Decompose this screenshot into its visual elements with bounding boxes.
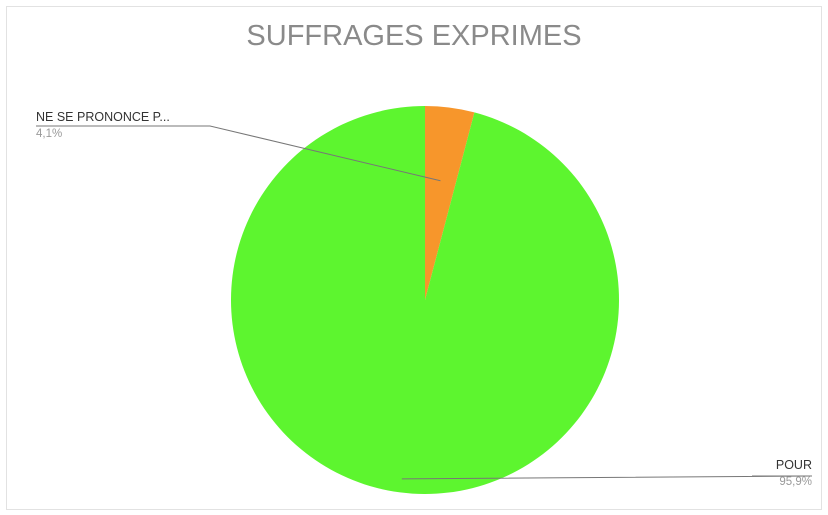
leader-line-pour [401, 475, 813, 480]
slice-percent-ne-se-prononce: 4,1% [36, 128, 62, 140]
pie-slices [230, 106, 620, 494]
slice-label-pour: POUR [776, 458, 812, 472]
slice-label-ne-se-prononce: NE SE PRONONCE P... [36, 110, 170, 124]
pie-slice-ne-se-prononce [425, 106, 475, 300]
leader-line-ne-se-prononce [36, 125, 441, 182]
pie-labels: NE SE PRONONCE P... 4,1% POUR 95,9% [36, 110, 813, 488]
chart-title: SUFFRAGES EXPRIMES [246, 20, 581, 52]
slice-percent-pour: 95,9% [779, 476, 812, 488]
pie-slice-pour [230, 106, 620, 494]
